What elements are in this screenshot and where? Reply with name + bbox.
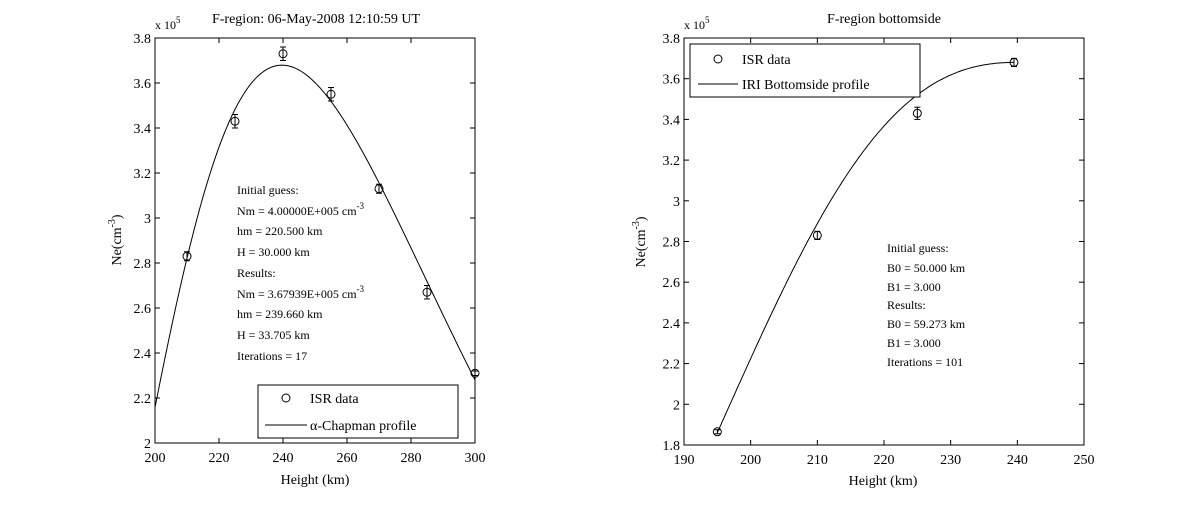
- chart-left-multiplier: x 105: [155, 15, 181, 32]
- annotation-line: H = 33.705 km: [237, 328, 310, 342]
- legend-label-isr: ISR data: [742, 53, 791, 68]
- y-tick-label: 3.8: [663, 32, 681, 47]
- y-tick-label: 2.8: [134, 257, 152, 272]
- x-tick-label: 240: [1007, 453, 1028, 468]
- y-tick-label: 2: [673, 398, 680, 413]
- x-tick-label: 200: [145, 451, 166, 466]
- annotation-line: B1 = 3.000: [887, 336, 941, 350]
- y-tick-label: 3.8: [134, 32, 152, 47]
- x-tick-label: 260: [337, 451, 358, 466]
- legend-label-chapman: α-Chapman profile: [310, 419, 416, 434]
- data-point: [230, 116, 240, 126]
- chart-left-title: F-region: 06-May-2008 12:10:59 UT: [212, 12, 420, 27]
- y-tick-label: 2.2: [663, 358, 681, 373]
- y-tick-label: 3.4: [663, 113, 681, 128]
- y-tick-label: 2.6: [663, 276, 681, 291]
- x-tick-label: 220: [874, 453, 895, 468]
- y-tick-label: 2.6: [134, 302, 152, 317]
- annotation-line: Results:: [887, 298, 926, 312]
- chart-left-x-ticks: 200 220 240 260 280 300: [145, 38, 486, 466]
- x-tick-label: 300: [465, 451, 486, 466]
- y-tick-label: 2.2: [134, 392, 152, 407]
- x-tick-label: 190: [674, 453, 695, 468]
- annotation-line: Initial guess:: [237, 183, 299, 197]
- x-tick-label: 200: [740, 453, 761, 468]
- chart-right-multiplier: x 105: [684, 15, 710, 32]
- legend-marker-circle: [713, 54, 723, 64]
- chart-right-legend: ISR data IRI Bottomside profile: [689, 43, 921, 98]
- annotation-line: B0 = 50.000 km: [887, 261, 966, 275]
- x-tick-label: 250: [1074, 453, 1095, 468]
- chart-right-annotation: Initial guess: B0 = 50.000 km B1 = 3.000…: [887, 241, 966, 369]
- chart-right-x-ticks: 190 200 210 220 230 240 250: [674, 38, 1095, 468]
- chart-right-series: [712, 57, 1019, 437]
- chart-right-title: F-region bottomside: [827, 12, 941, 27]
- chart-left-series: [154, 46, 480, 408]
- data-point: [712, 427, 722, 437]
- annotation-line: Nm = 3.67939E+005 cm-3: [237, 284, 365, 301]
- y-tick-label: 2: [144, 437, 151, 452]
- data-point: [912, 108, 922, 118]
- y-tick-label: 3.4: [134, 122, 152, 137]
- x-tick-label: 230: [940, 453, 961, 468]
- data-point: [278, 49, 288, 59]
- series-line: [154, 64, 476, 408]
- x-tick-label: 220: [209, 451, 230, 466]
- x-tick-label: 240: [273, 451, 294, 466]
- chart-left-legend: ISR data α-Chapman profile: [257, 384, 459, 439]
- y-tick-label: 3: [673, 195, 680, 210]
- data-point: [374, 184, 384, 194]
- annotation-line: Results:: [237, 266, 276, 280]
- y-tick-label: 3.6: [134, 77, 152, 92]
- y-tick-label: 3: [144, 212, 151, 227]
- x-tick-label: 280: [401, 451, 422, 466]
- chart-left: F-region: 06-May-2008 12:10:59 UT x 105 …: [107, 12, 486, 488]
- chart-right-ylabel: Ne(cm-3): [631, 216, 649, 267]
- legend-box: [257, 384, 459, 439]
- y-tick-label: 3.2: [134, 167, 152, 182]
- y-tick-label: 1.8: [663, 439, 681, 454]
- x-tick-label: 210: [807, 453, 828, 468]
- legend-label-isr: ISR data: [310, 392, 359, 407]
- chart-left-xlabel: Height (km): [281, 473, 350, 488]
- legend-box: [689, 43, 921, 98]
- legend-label-iri: IRI Bottomside profile: [742, 78, 870, 93]
- annotation-line: H = 30.000 km: [237, 245, 310, 259]
- chart-left-plot-area: [154, 37, 476, 444]
- annotation-line: B1 = 3.000: [887, 280, 941, 294]
- annotation-line: Iterations = 101: [887, 355, 963, 369]
- annotation-line: Nm = 4.00000E+005 cm-3: [237, 201, 365, 218]
- chart-left-annotation: Initial guess: Nm = 4.00000E+005 cm-3 hm…: [237, 183, 365, 363]
- data-point: [812, 230, 822, 240]
- data-point: [422, 287, 432, 297]
- chart-left-ylabel: Ne(cm-3): [107, 214, 125, 265]
- y-tick-label: 2.4: [663, 317, 681, 332]
- y-tick-label: 3.2: [663, 154, 681, 169]
- data-point: [326, 89, 336, 99]
- y-tick-label: 2.8: [663, 236, 681, 251]
- annotation-line: hm = 220.500 km: [237, 224, 323, 238]
- chart-right-y-ticks: 1.8 2 2.2 2.4 2.6 2.8 3 3.2 3.4 3.6 3.8: [663, 32, 1084, 454]
- annotation-line: Iterations = 17: [237, 349, 307, 363]
- chart-right-plot-area: [683, 37, 1085, 446]
- legend-marker-circle: [281, 393, 291, 403]
- y-tick-label: 3.6: [663, 73, 681, 88]
- data-point: [470, 368, 480, 378]
- chart-right-xlabel: Height (km): [849, 474, 918, 489]
- y-tick-label: 2.4: [134, 347, 152, 362]
- series-line: [716, 61, 1014, 433]
- annotation-line: hm = 239.660 km: [237, 307, 323, 321]
- annotation-line: B0 = 59.273 km: [887, 317, 966, 331]
- chart-left-y-ticks: 2 2.2 2.4 2.6 2.8 3 3.2 3.4 3.6 3.8: [134, 32, 475, 452]
- annotation-line: Initial guess:: [887, 241, 949, 255]
- chart-right: F-region bottomside x 105 190 200 210 220 23…: [631, 12, 1095, 489]
